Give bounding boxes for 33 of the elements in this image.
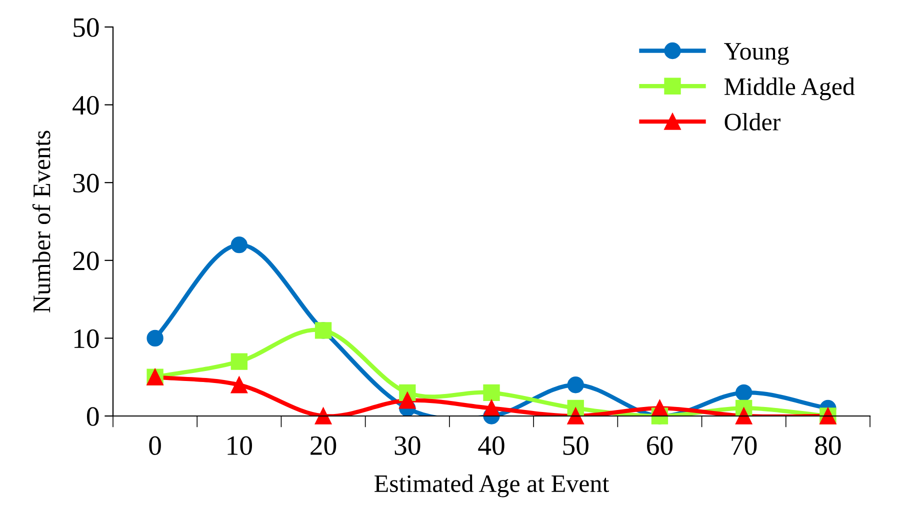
x-tick-label: 30 — [394, 436, 420, 455]
x-tick-label: 70 — [732, 436, 757, 455]
point — [399, 392, 416, 409]
point — [230, 353, 248, 370]
point — [736, 384, 752, 401]
point — [146, 330, 164, 347]
legend-label: Middle Aged — [724, 78, 855, 100]
x-tick-label: 60 — [647, 436, 673, 455]
x-tick-label: 80 — [815, 436, 841, 455]
point — [483, 384, 500, 401]
x-tick-label: 10 — [228, 436, 252, 455]
y-axis-title: Number of Events — [32, 130, 50, 312]
point — [230, 376, 248, 394]
x-tick-label: 40 — [478, 436, 504, 455]
legend-label: Young — [724, 43, 789, 65]
point — [736, 408, 752, 424]
x-tick-label: 20 — [310, 436, 336, 455]
point — [567, 376, 584, 394]
y-tick-label: 0 — [86, 407, 99, 426]
legend-label: Older — [724, 112, 780, 131]
y-tick-label: 30 — [73, 174, 99, 193]
point — [483, 400, 500, 417]
point — [230, 236, 248, 254]
y-tick-label: 20 — [73, 252, 99, 270]
y-tick-label: 50 — [74, 18, 99, 37]
x-axis-title: Estimated Age at Event — [374, 474, 610, 498]
y-tick-label: 10 — [74, 329, 99, 348]
y-tick-label: 40 — [72, 96, 99, 115]
x-tick-label: 0 — [149, 436, 161, 455]
point — [567, 408, 584, 424]
point — [651, 400, 668, 417]
point — [314, 408, 332, 424]
x-tick-label: 50 — [563, 436, 588, 455]
